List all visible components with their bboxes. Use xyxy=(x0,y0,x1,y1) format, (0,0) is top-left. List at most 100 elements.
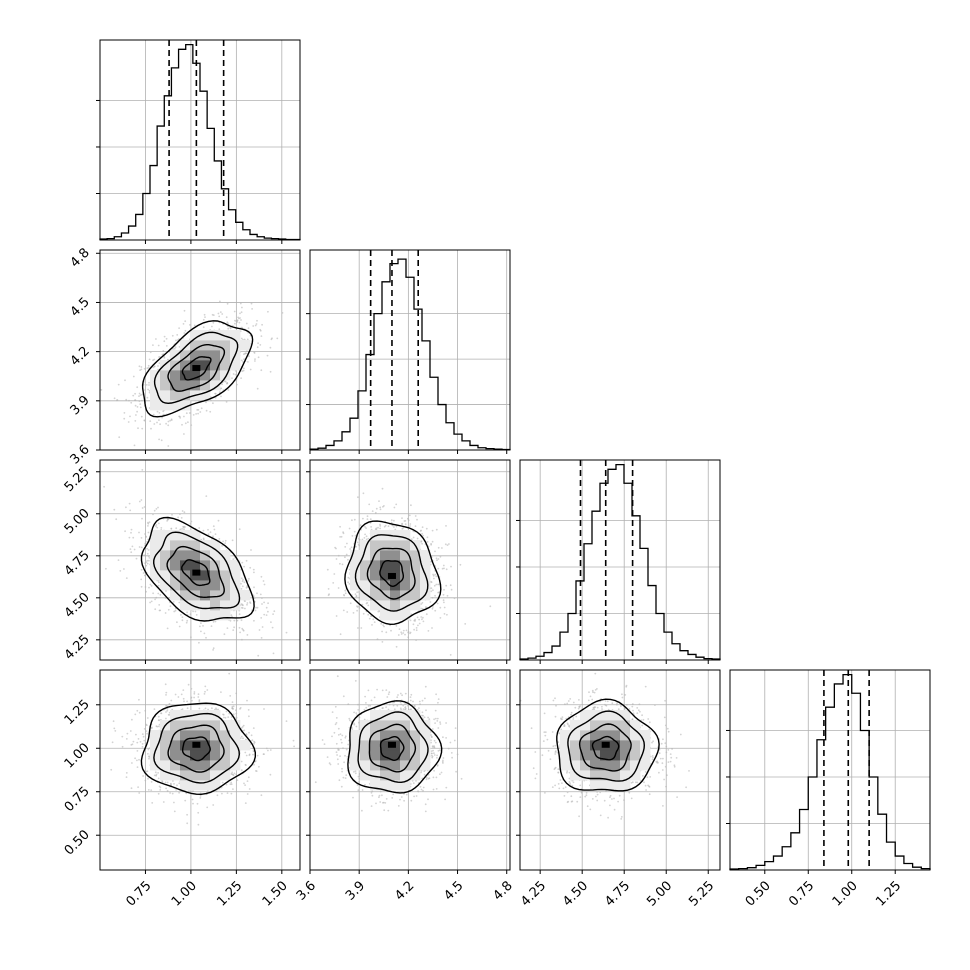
density-cell xyxy=(160,540,171,551)
scatter-point xyxy=(214,396,217,399)
density-cell xyxy=(210,560,221,571)
scatter-point xyxy=(144,574,147,577)
scatter-point xyxy=(145,590,148,593)
scatter-point xyxy=(204,685,207,688)
scatter-point xyxy=(450,565,452,568)
scatter-point xyxy=(333,573,336,575)
scatter-point xyxy=(226,302,229,305)
scatter-point xyxy=(367,537,370,540)
scatter-point xyxy=(373,621,376,623)
scatter-point xyxy=(167,518,170,520)
scatter-point xyxy=(128,399,130,402)
scatter-point xyxy=(138,400,141,403)
scatter-point xyxy=(381,641,384,643)
scatter-point xyxy=(261,626,264,628)
scatter-point xyxy=(242,579,244,581)
scatter-point xyxy=(160,527,163,529)
density-cell xyxy=(190,370,201,381)
scatter-point xyxy=(147,525,149,527)
scatter-point xyxy=(186,619,189,622)
density-cell xyxy=(190,340,201,351)
scatter-point xyxy=(259,344,262,346)
density-cell xyxy=(160,550,171,561)
scatter-point xyxy=(172,348,175,350)
scatter-point xyxy=(404,523,407,526)
scatter-point xyxy=(183,511,186,514)
scatter-point xyxy=(358,607,361,609)
scatter-point xyxy=(262,580,265,582)
panel-frame xyxy=(729,669,931,871)
scatter-point xyxy=(155,525,157,528)
scatter-point xyxy=(246,350,248,352)
density-cell xyxy=(170,380,181,391)
scatter-point xyxy=(420,616,423,618)
density-cell xyxy=(230,340,241,351)
density-cell xyxy=(200,390,211,401)
scatter-point xyxy=(181,528,184,530)
scatter-point xyxy=(351,535,354,537)
scatter-point xyxy=(418,618,420,621)
scatter-point xyxy=(141,507,144,509)
scatter-point xyxy=(249,602,252,604)
scatter-point xyxy=(165,590,167,592)
scatter-point xyxy=(257,356,260,359)
scatter-point xyxy=(441,567,444,570)
density-cell xyxy=(180,590,191,601)
scatter-point xyxy=(224,542,227,544)
scatter-point xyxy=(183,309,186,312)
scatter-point xyxy=(156,526,159,529)
scatter-point xyxy=(155,508,158,510)
density-cell xyxy=(200,380,211,391)
scatter-point xyxy=(158,412,161,414)
contour-line xyxy=(152,531,241,610)
scatter-point xyxy=(181,619,184,622)
scatter-point xyxy=(129,509,132,512)
scatter-point xyxy=(243,367,245,370)
scatter-point xyxy=(421,607,424,610)
scatter-point xyxy=(432,606,434,608)
scatter-point xyxy=(256,319,258,322)
density-cell xyxy=(420,560,431,571)
scatter-point xyxy=(158,362,161,364)
scatter-point xyxy=(213,528,216,531)
scatter-point xyxy=(245,586,248,589)
scatter-point xyxy=(257,342,259,345)
scatter-point xyxy=(244,784,247,786)
scatter-point xyxy=(238,613,241,616)
scatter-point xyxy=(171,334,174,337)
scatter-point xyxy=(149,351,152,354)
scatter-point xyxy=(240,619,243,622)
panel-frame xyxy=(519,459,721,661)
scatter-point xyxy=(327,594,330,597)
scatter-point xyxy=(235,773,238,776)
scatter-point xyxy=(162,413,165,416)
contour-line xyxy=(166,545,225,599)
density-cell xyxy=(180,530,191,541)
scatter-point xyxy=(144,562,147,565)
scatter-point xyxy=(141,517,143,520)
scatter-point xyxy=(212,621,215,623)
scatter-point xyxy=(143,728,146,730)
scatter-point xyxy=(218,315,221,318)
scatter-point xyxy=(246,793,249,795)
density-cell xyxy=(380,610,391,621)
scatter-point xyxy=(368,503,371,506)
histogram-step xyxy=(309,258,511,451)
scatter-point xyxy=(445,568,448,571)
scatter-point xyxy=(364,533,366,536)
density-cell xyxy=(170,400,181,411)
scatter-point xyxy=(129,730,132,732)
scatter-point xyxy=(178,415,181,418)
density-cell xyxy=(190,550,201,561)
scatter-point xyxy=(143,554,146,557)
density-cell xyxy=(210,330,221,341)
scatter-point xyxy=(422,620,425,623)
scatter-point xyxy=(138,711,141,714)
density-cells xyxy=(150,530,251,621)
scatter-point xyxy=(159,423,162,426)
scatter-point xyxy=(240,577,243,580)
scatter-point xyxy=(100,389,103,391)
scatter-point xyxy=(190,424,193,426)
density-cell xyxy=(160,530,171,541)
scatter-point xyxy=(179,528,182,531)
